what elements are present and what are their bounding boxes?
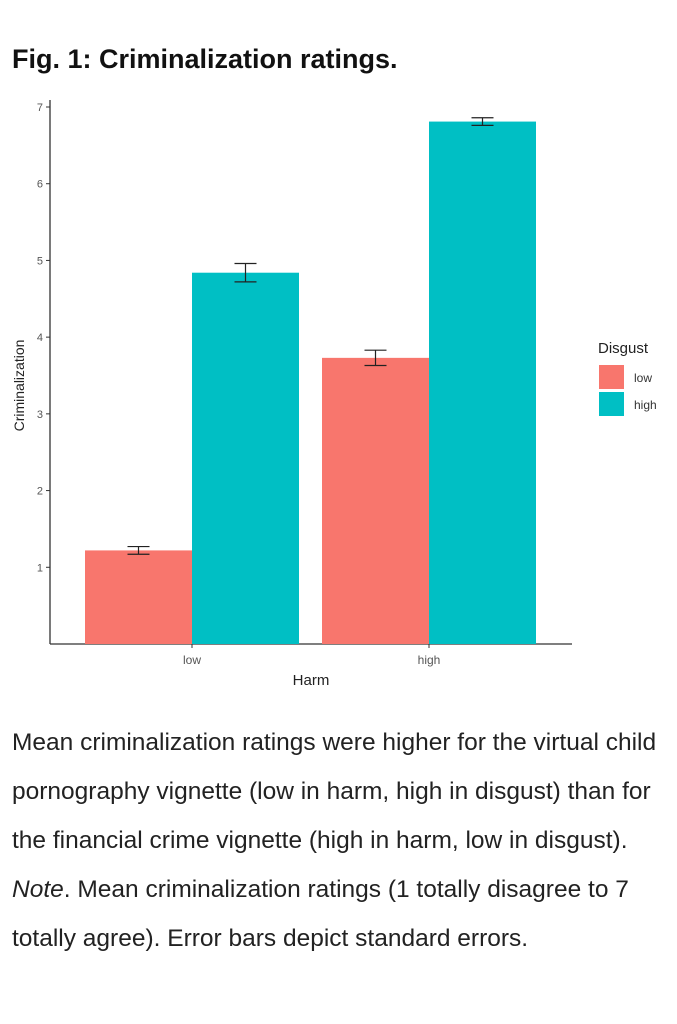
- y-tick-label: 3: [37, 409, 43, 421]
- y-tick-label: 4: [37, 332, 43, 344]
- legend-swatch-high: [599, 392, 624, 416]
- legend-label: low: [634, 371, 652, 385]
- y-tick-label: 2: [37, 486, 43, 498]
- caption-text: Mean criminalization ratings were higher…: [12, 729, 657, 854]
- legend-title: Disgust: [598, 340, 649, 357]
- legend-swatch-low: [599, 365, 624, 389]
- x-tick-label: high: [418, 653, 441, 667]
- y-tick-label: 1: [37, 562, 43, 574]
- caption-note: Note: [12, 876, 64, 903]
- bar-high-harm-low-disgust: [322, 357, 429, 644]
- legend-label: high: [634, 398, 657, 412]
- bar-low-harm-low-disgust: [85, 550, 192, 644]
- caption-text-2: . Mean criminalization ratings (1 totall…: [12, 876, 629, 952]
- bar-low-harm-high-disgust: [192, 272, 299, 644]
- y-tick-label: 6: [37, 179, 43, 191]
- figure-title: Fig. 1: Criminalization ratings.: [12, 44, 398, 74]
- bar-high-harm-high-disgust: [429, 121, 536, 645]
- y-axis-title: Criminalization: [11, 340, 27, 432]
- x-tick-label: low: [183, 653, 201, 667]
- figure-caption: Mean criminalization ratings were higher…: [12, 718, 672, 963]
- bar-chart: 1 2 3 4 5 6 7 Criminalization low high Harm Disgust…: [11, 100, 657, 689]
- y-tick-label: 7: [37, 102, 43, 114]
- x-axis-title: Harm: [293, 672, 330, 689]
- y-tick-label: 5: [37, 255, 43, 267]
